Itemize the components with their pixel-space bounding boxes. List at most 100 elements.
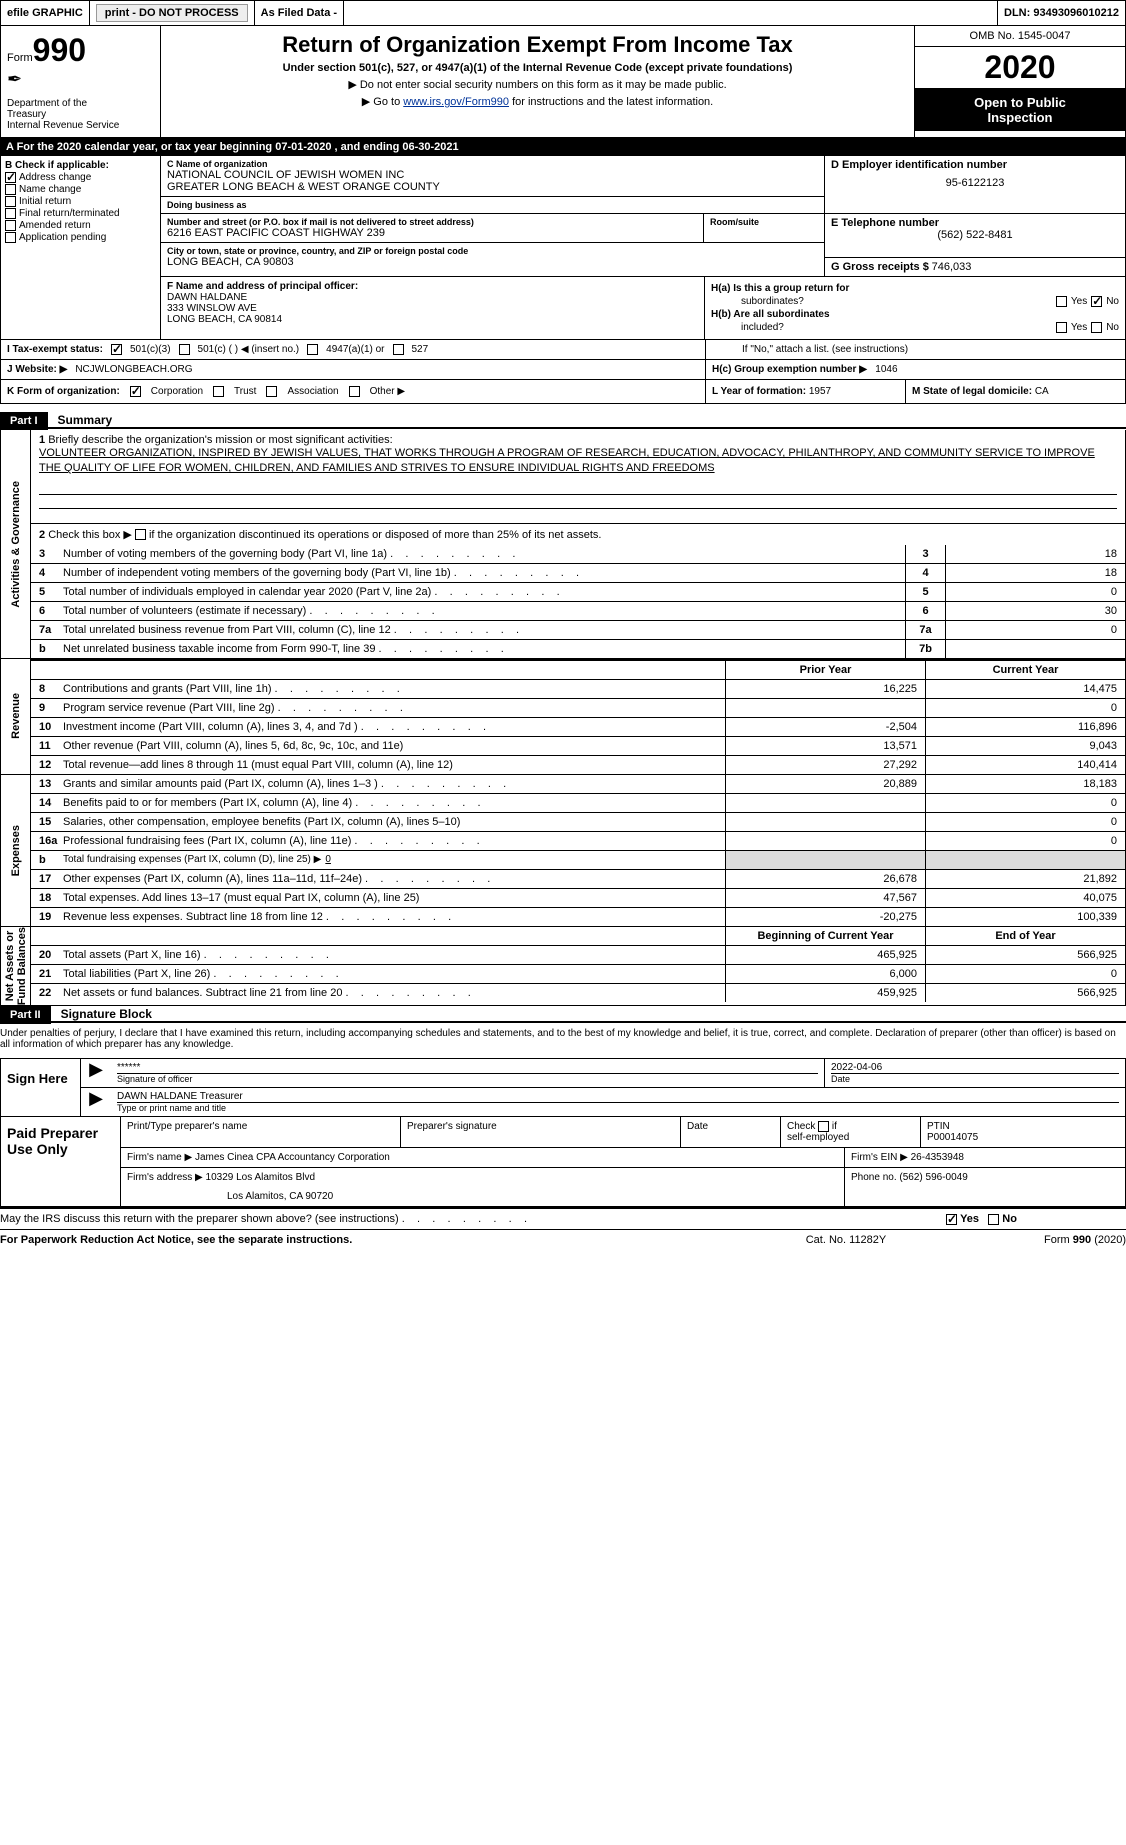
preparer-row-1: Print/Type preparer's name Preparer's si… [121, 1117, 1125, 1148]
line-12: 12Total revenue—add lines 8 through 11 (… [31, 755, 1125, 774]
line-10: 10Investment income (Part VIII, column (… [31, 717, 1125, 736]
line-7b: bNet unrelated business taxable income f… [31, 639, 1125, 658]
side-net-assets: Net Assets or Fund Balances [1, 927, 31, 1005]
revenue-section: Revenue Prior Year Current Year 8Contrib… [0, 659, 1126, 775]
cb-4947[interactable] [307, 344, 318, 355]
cb-amended-return[interactable] [5, 220, 16, 231]
signature-officer: ****** Signature of officer [111, 1059, 825, 1087]
asfiled-label: As Filed Data - [255, 1, 344, 25]
spacer [344, 1, 998, 25]
cb-self-employed[interactable] [818, 1121, 829, 1132]
line-16b: bTotal fundraising expenses (Part IX, co… [31, 850, 1125, 869]
under-section: Under section 501(c), 527, or 4947(a)(1)… [171, 62, 904, 74]
form-title: Return of Organization Exempt From Incom… [171, 32, 904, 58]
part-1-header: Part I Summary [0, 412, 1126, 430]
cb-501c3[interactable] [111, 344, 122, 355]
cb-trust[interactable] [213, 386, 224, 397]
line-13: 13Grants and similar amounts paid (Part … [31, 775, 1125, 793]
cb-hb-yes[interactable] [1056, 322, 1067, 333]
line-22: 22Net assets or fund balances. Subtract … [31, 983, 1125, 1002]
group-exemption: H(c) Group exemption number ▶ 1046 [705, 360, 1125, 379]
section-b-to-g: B Check if applicable: Address change Na… [0, 156, 1126, 340]
sign-here-block: Sign Here ▶ ****** Signature of officer … [0, 1058, 1126, 1117]
b-label: B Check if applicable: [5, 160, 156, 171]
activities-governance-section: Activities & Governance 1 Briefly descri… [0, 430, 1126, 659]
preparer-firm-row: Firm's name ▶ James Cinea CPA Accountanc… [121, 1148, 1125, 1168]
efile-label: efile GRAPHIC [1, 1, 90, 25]
cb-ha-yes[interactable] [1056, 296, 1067, 307]
tax-exempt-status: I Tax-exempt status: 501(c)(3) 501(c) ( … [1, 340, 705, 359]
cb-association[interactable] [266, 386, 277, 397]
line-18: 18Total expenses. Add lines 13–17 (must … [31, 888, 1125, 907]
cb-initial-return[interactable] [5, 196, 16, 207]
line-6: 6Total number of volunteers (estimate if… [31, 601, 1125, 620]
line-5: 5Total number of individuals employed in… [31, 582, 1125, 601]
cb-527[interactable] [393, 344, 404, 355]
line-a-tax-year: A For the 2020 calendar year, or tax yea… [0, 138, 1126, 156]
sign-here-label: Sign Here [1, 1059, 81, 1116]
side-revenue: Revenue [1, 659, 31, 774]
side-activities: Activities & Governance [1, 430, 31, 658]
cb-name-change[interactable] [5, 184, 16, 195]
revenue-header: Prior Year Current Year [31, 659, 1125, 679]
cb-discontinued[interactable] [135, 529, 146, 540]
perjury-statement: Under penalties of perjury, I declare th… [0, 1024, 1126, 1054]
paid-preparer-block: Paid Preparer Use Only Print/Type prepar… [0, 1117, 1126, 1207]
line-3: 3Number of voting members of the governi… [31, 545, 1125, 563]
cb-corporation[interactable] [130, 386, 141, 397]
form-of-org: K Form of organization: Corporation Trus… [1, 380, 705, 403]
street-box: Number and street (or P.O. box if mail i… [161, 214, 704, 242]
officer-name: DAWN HALDANE Treasurer Type or print nam… [111, 1088, 1125, 1116]
arrow-icon: ▶ [81, 1088, 111, 1116]
org-name-box: C Name of organization NATIONAL COUNCIL … [161, 156, 824, 197]
omb-number: OMB No. 1545-0047 [915, 26, 1125, 47]
expenses-section: Expenses 13Grants and similar amounts pa… [0, 775, 1126, 927]
instruction-ssn: ▶ Do not enter social security numbers o… [171, 78, 904, 91]
net-assets-section: Net Assets or Fund Balances Beginning of… [0, 927, 1126, 1006]
line-4: 4Number of independent voting members of… [31, 563, 1125, 582]
discuss-with-preparer: May the IRS discuss this return with the… [0, 1207, 1126, 1229]
principal-officer-box: F Name and address of principal officer:… [161, 277, 705, 339]
col-b-checkboxes: B Check if applicable: Address change Na… [1, 156, 161, 339]
website-row: J Website: ▶ NCJWLONGBEACH.ORG [1, 360, 705, 379]
cb-other[interactable] [349, 386, 360, 397]
cb-final-return[interactable] [5, 208, 16, 219]
line-17: 17Other expenses (Part IX, column (A), l… [31, 869, 1125, 888]
line-21: 21Total liabilities (Part X, line 26)6,0… [31, 964, 1125, 983]
city-box: City or town, state or province, country… [161, 243, 824, 271]
tax-year: 2020 [915, 47, 1125, 89]
header-left: Form990 ✒ Department of the Treasury Int… [1, 26, 161, 137]
topbar: efile GRAPHIC print - DO NOT PROCESS As … [0, 0, 1126, 26]
paid-preparer-label: Paid Preparer Use Only [1, 1117, 121, 1206]
year-formation: L Year of formation: 1957 [705, 380, 905, 403]
hb-note: If "No," attach a list. (see instruction… [705, 340, 1125, 359]
cb-discuss-no[interactable] [988, 1214, 999, 1225]
line-16a: 16aProfessional fundraising fees (Part I… [31, 831, 1125, 850]
cb-address-change[interactable] [5, 172, 16, 183]
group-return-box: H(a) Is this a group return for subordin… [705, 277, 1125, 339]
line-19: 19Revenue less expenses. Subtract line 1… [31, 907, 1125, 926]
signature-date: 2022-04-06 Date [825, 1059, 1125, 1087]
line-2: 2 Check this box ▶ if the organization d… [31, 523, 1125, 545]
line-11: 11Other revenue (Part VIII, column (A), … [31, 736, 1125, 755]
print-btn[interactable]: print - DO NOT PROCESS [90, 1, 255, 25]
cb-discuss-yes[interactable] [946, 1214, 957, 1225]
irs-link[interactable]: www.irs.gov/Form990 [403, 96, 509, 108]
header-center: Return of Organization Exempt From Incom… [161, 26, 915, 137]
dba-box: Doing business as [161, 197, 824, 214]
side-expenses: Expenses [1, 775, 31, 926]
part-2-header: Part II Signature Block [0, 1006, 1126, 1024]
dept-treasury: Department of the Treasury Internal Reve… [7, 98, 154, 131]
cb-501c[interactable] [179, 344, 190, 355]
irs-eagle-icon: ✒ [7, 69, 154, 90]
instruction-goto: ▶ Go to www.irs.gov/Form990 for instruct… [171, 95, 904, 108]
cb-ha-no[interactable] [1091, 296, 1102, 307]
cb-hb-no[interactable] [1091, 322, 1102, 333]
net-assets-header: Beginning of Current Year End of Year [31, 927, 1125, 945]
line-9: 9Program service revenue (Part VIII, lin… [31, 698, 1125, 717]
open-public-badge: Open to Public Inspection [915, 89, 1125, 131]
cb-application-pending[interactable] [5, 232, 16, 243]
state-domicile: M State of legal domicile: CA [905, 380, 1125, 403]
header-right: OMB No. 1545-0047 2020 Open to Public In… [915, 26, 1125, 137]
col-c-to-g: C Name of organization NATIONAL COUNCIL … [161, 156, 1125, 339]
